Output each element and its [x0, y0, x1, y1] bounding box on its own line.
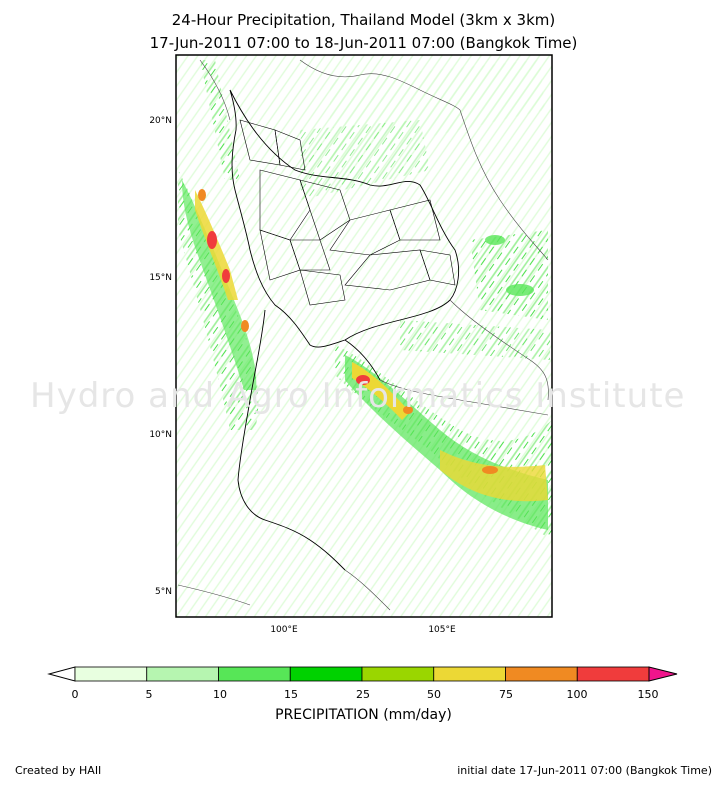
colorbar-over-triangle [648, 666, 678, 682]
colorbar-segment [361, 666, 435, 682]
colorbar-segment [146, 666, 219, 682]
colorbar-under-triangle [47, 666, 76, 682]
precipitation-colorbar [47, 666, 678, 682]
legend-tick: 75 [499, 688, 513, 701]
legend-tick: 10 [213, 688, 227, 701]
legend-tick: 5 [145, 688, 153, 701]
map-subtitle: 17-Jun-2011 07:00 to 18-Jun-2011 07:00 (… [149, 34, 578, 52]
lon-label-105: 105°E [428, 625, 456, 635]
legend-title: PRECIPITATION (mm/day) [275, 707, 452, 723]
lat-label-20: 20°N [149, 116, 172, 126]
precipitation-map [175, 54, 553, 618]
legend-tick: 150 [637, 688, 659, 701]
colorbar-segment [505, 666, 578, 682]
watermark-text: Hydro and Agro Informatics Institute [30, 376, 686, 416]
legend-tick: 25 [356, 688, 370, 701]
colorbar-segment [218, 666, 291, 682]
legend-tick: 100 [566, 688, 588, 701]
credit-text: Created by HAII [15, 764, 102, 777]
colorbar-segment [576, 666, 650, 682]
map-title: 24-Hour Precipitation, Thailand Model (3… [171, 11, 556, 29]
colorbar-segment [289, 666, 363, 682]
map-frame [175, 54, 553, 618]
lat-label-15: 15°N [149, 273, 172, 283]
legend-tick: 50 [427, 688, 441, 701]
lon-label-100: 100°E [270, 625, 298, 635]
initial-date-text: initial date 17-Jun-2011 07:00 (Bangkok … [457, 764, 712, 777]
legend-tick: 0 [71, 688, 79, 701]
precipitation-field [176, 55, 552, 617]
colorbar-segment [433, 666, 506, 682]
lat-label-5: 5°N [155, 587, 172, 597]
legend-tick: 15 [284, 688, 298, 701]
lat-label-10: 10°N [149, 430, 172, 440]
colorbar-segment [74, 666, 148, 682]
